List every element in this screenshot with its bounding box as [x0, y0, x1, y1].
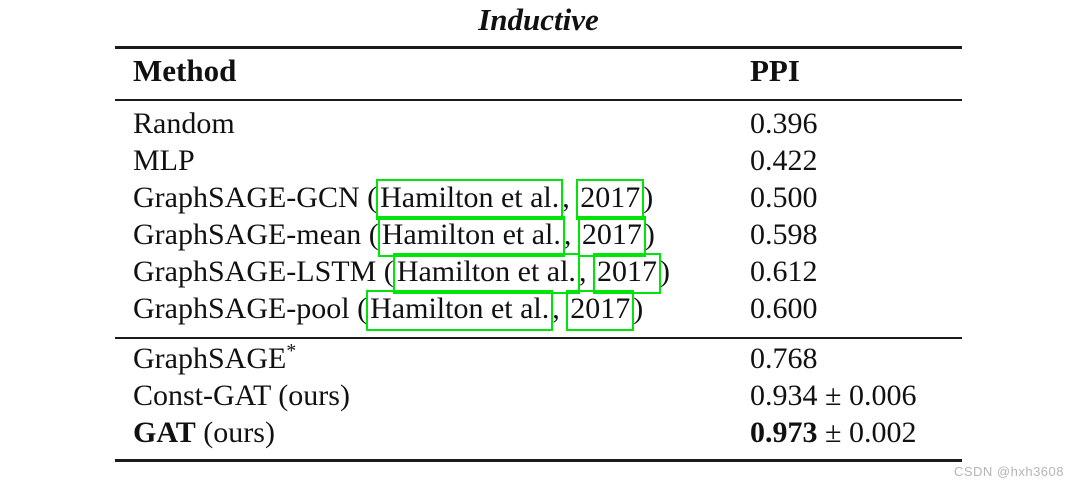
text: (ours) — [195, 416, 275, 449]
method-cell: MLP — [133, 142, 195, 179]
ppi-cell: 0.500 — [750, 179, 818, 216]
text: ) — [643, 181, 654, 214]
text: ± 0.002 — [817, 416, 917, 449]
ppi-cell: 0.612 — [750, 253, 818, 290]
method-cell: GraphSAGE-LSTM (Hamilton et al., 2017) — [133, 253, 670, 294]
text: 0.612 — [750, 255, 818, 288]
ppi-cell: 0.768 — [750, 340, 818, 377]
text: MLP — [133, 144, 195, 177]
text: , — [562, 181, 578, 214]
text: Random — [133, 107, 235, 140]
bottom-rule — [115, 459, 962, 462]
citation-link-box[interactable]: Hamilton et al. — [376, 179, 564, 220]
text: 0.768 — [750, 342, 818, 375]
text: , — [552, 292, 568, 325]
text: , — [563, 218, 579, 251]
header-rule — [115, 99, 962, 101]
text: GraphSAGE-GCN ( — [133, 181, 378, 214]
watermark: CSDN @hxh3608 — [953, 464, 1064, 479]
citation-link-box[interactable]: 2017 — [592, 253, 661, 294]
citation-link-box[interactable]: 2017 — [566, 290, 635, 331]
superscript-star: * — [286, 340, 297, 362]
ppi-cell: 0.598 — [750, 216, 818, 253]
text: GraphSAGE-LSTM ( — [133, 255, 394, 288]
ppi-cell: 0.973 ± 0.002 — [750, 414, 916, 451]
mid-rule — [115, 337, 962, 339]
text: GraphSAGE-pool ( — [133, 292, 368, 325]
ppi-column-header: PPI — [750, 53, 800, 88]
method-cell: GAT (ours) — [133, 414, 275, 451]
text: 0.598 — [750, 218, 818, 251]
ppi-cell: 0.934 ± 0.006 — [750, 377, 916, 414]
text: 0.934 ± 0.006 — [750, 379, 917, 412]
text: , — [578, 255, 594, 288]
method-column-header: Method — [133, 53, 237, 88]
text: 0.422 — [750, 144, 818, 177]
method-cell: GraphSAGE-GCN (Hamilton et al., 2017) — [133, 179, 654, 220]
ppi-cell: 0.396 — [750, 105, 818, 142]
citation-link-box[interactable]: Hamilton et al. — [366, 290, 554, 331]
text: 0.396 — [750, 107, 818, 140]
text: Const-GAT (ours) — [133, 379, 350, 412]
citation-link-box[interactable]: Hamilton et al. — [392, 253, 580, 294]
text: ) — [644, 218, 655, 251]
bold-text: GAT — [133, 416, 196, 449]
text: ) — [659, 255, 670, 288]
top-rule — [115, 46, 962, 49]
ppi-cell: 0.422 — [750, 142, 818, 179]
text: GraphSAGE — [133, 342, 287, 375]
method-cell: GraphSAGE* — [133, 340, 296, 377]
citation-link-box[interactable]: 2017 — [576, 179, 645, 220]
method-cell: Random — [133, 105, 235, 142]
text: 0.600 — [750, 292, 818, 325]
text: 0.500 — [750, 181, 818, 214]
bold-text: 0.973 — [750, 416, 818, 449]
text: GraphSAGE-mean ( — [133, 218, 379, 251]
method-cell: Const-GAT (ours) — [133, 377, 350, 414]
table-title: Inductive — [478, 2, 599, 37]
text: ) — [633, 292, 644, 325]
ppi-cell: 0.600 — [750, 290, 818, 327]
method-cell: GraphSAGE-pool (Hamilton et al., 2017) — [133, 290, 644, 331]
citation-link-box[interactable]: 2017 — [577, 216, 646, 257]
citation-link-box[interactable]: Hamilton et al. — [377, 216, 565, 257]
method-cell: GraphSAGE-mean (Hamilton et al., 2017) — [133, 216, 655, 257]
